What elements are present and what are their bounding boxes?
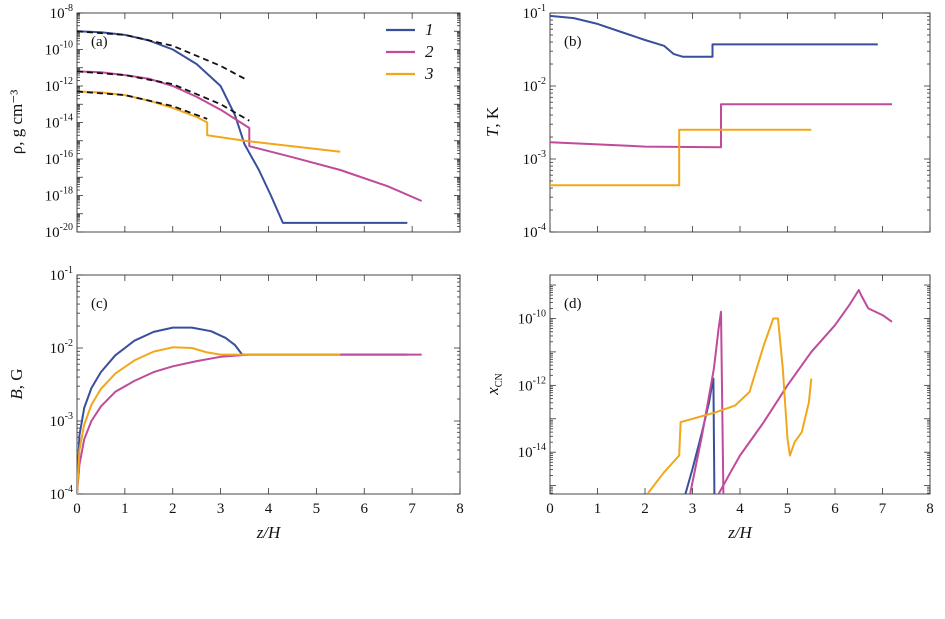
x-tick-label: 1 <box>594 501 602 517</box>
y-tick-label: 10-8 <box>50 3 73 22</box>
y-tick-label: 10-16 <box>45 149 73 168</box>
y-axis-label: B, G <box>7 368 26 399</box>
x-tick-label: 6 <box>361 501 369 517</box>
y-axis-label: ρ, g cm⁻³ <box>7 90 26 155</box>
x-tick-label: 5 <box>313 501 321 517</box>
series-line-2 <box>550 103 892 149</box>
y-tick-label: 10-12 <box>45 76 73 95</box>
y-tick-label: 10-2 <box>523 76 546 95</box>
panel-label: (d) <box>564 296 582 312</box>
y-tick-label: 10-3 <box>523 149 546 168</box>
x-tick-label: 0 <box>546 501 554 517</box>
series-line-3 <box>550 128 812 187</box>
panel-c: 0 1 2 3 4 5 6 7 8 10-1 10-2 10-3 10-4 (c) B, G z/H <box>7 265 464 542</box>
x-tick-label: 1 <box>121 501 129 517</box>
series-line-1 <box>684 377 716 494</box>
series-line-2b <box>717 289 893 494</box>
y-tick-label: 10-14 <box>518 442 546 461</box>
legend-label: 1 <box>425 20 434 39</box>
plot-frame <box>76 274 461 495</box>
plot-frame <box>76 12 461 233</box>
series-line-dashed-3 <box>77 90 208 120</box>
series-line-2 <box>77 70 423 202</box>
x-tick-label: 8 <box>456 501 464 517</box>
x-tick-label: 5 <box>784 501 792 517</box>
y-tick-label: 10-14 <box>45 113 73 132</box>
y-tick-label: 10-4 <box>50 484 73 503</box>
x-tick-label: 4 <box>736 501 744 517</box>
panel-label: (c) <box>91 296 108 312</box>
x-tick-label: 4 <box>265 501 273 517</box>
plot-frame <box>549 12 931 233</box>
x-tick-label: 6 <box>831 501 839 517</box>
series-line-1 <box>77 326 408 494</box>
series-line-3 <box>77 90 341 153</box>
y-tick-label: 10-1 <box>523 3 546 22</box>
panel-label: (a) <box>91 34 108 50</box>
legend-label: 2 <box>425 42 434 61</box>
y-tick-label: 10-4 <box>523 222 546 241</box>
y-tick-label: 10-3 <box>50 411 73 430</box>
y-tick-label: 10-10 <box>45 40 73 59</box>
y-tick-label: 10-20 <box>45 222 73 241</box>
x-tick-label: 8 <box>926 501 934 517</box>
panel-b: 10-1 10-2 10-3 10-4 (b) T, K <box>483 3 931 241</box>
series-line-2 <box>77 353 422 494</box>
x-tick-label: 7 <box>879 501 887 517</box>
panel-d: 0 1 2 3 4 5 6 7 8 10-10 10-12 10-14 (d) xCN z/H <box>483 274 934 542</box>
x-tick-label: 2 <box>641 501 649 517</box>
plot-frame <box>549 274 931 495</box>
legend: 1 2 3 <box>386 20 434 83</box>
x-tick-label: 3 <box>217 501 225 517</box>
y-tick-label: 10-12 <box>518 375 546 394</box>
x-axis-label: z/H <box>727 523 753 542</box>
x-tick-label: 7 <box>408 501 416 517</box>
series-line-1 <box>550 14 878 58</box>
series-line-3 <box>77 346 341 494</box>
x-tick-label: 2 <box>169 501 177 517</box>
series-line-3 <box>646 317 813 494</box>
y-tick-label: 10-2 <box>50 338 73 357</box>
series-line-1 <box>77 30 408 224</box>
legend-label: 3 <box>424 64 434 83</box>
y-tick-label: 10-10 <box>518 308 546 327</box>
series-line-dashed-1 <box>77 30 246 80</box>
x-tick-label: 0 <box>73 501 81 517</box>
panel-label: (b) <box>564 34 582 50</box>
x-axis-label: z/H <box>256 523 282 542</box>
series-line-dashed-2 <box>77 70 250 122</box>
y-tick-label: 10-18 <box>45 186 73 205</box>
x-tick-label: 3 <box>689 501 697 517</box>
y-axis-label: xCN <box>483 373 505 395</box>
y-tick-label: 10-1 <box>50 265 73 284</box>
panel-a: 10-8 10-10 10-12 10-14 10-16 10-18 10-20 (a) ρ, … <box>7 3 461 241</box>
series-line-2 <box>689 310 725 494</box>
y-axis-label: T, K <box>483 106 502 137</box>
